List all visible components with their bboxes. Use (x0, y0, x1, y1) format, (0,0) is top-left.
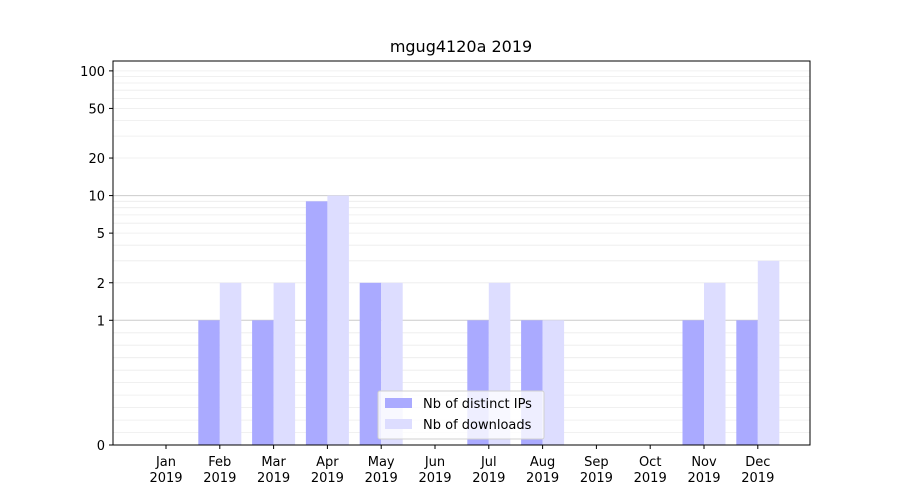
x-tick-label-year: 2019 (257, 471, 290, 486)
x-tick-label-month: Jan (155, 455, 176, 470)
y-tick-label: 5 (97, 227, 105, 242)
x-tick-label-year: 2019 (203, 471, 236, 486)
y-tick-label: 2 (97, 277, 105, 292)
plot-frame (112, 60, 811, 446)
bar-distinct-ips (359, 282, 382, 445)
legend-box (377, 390, 545, 440)
bar-distinct-ips (305, 201, 328, 445)
bar-downloads (542, 320, 565, 445)
bar-downloads (757, 260, 780, 445)
legend-swatch-downloads (385, 419, 412, 429)
x-axis: Jan2019Feb2019Mar2019Apr2019May2019Jun20… (149, 445, 774, 486)
bar-distinct-ips (736, 320, 758, 445)
y-tick-label: 50 (88, 102, 105, 117)
x-tick-label-month: Aug (530, 455, 555, 470)
x-tick-label-year: 2019 (418, 471, 451, 486)
x-tick-label-year: 2019 (741, 471, 774, 486)
x-tick-label-year: 2019 (311, 471, 344, 486)
bar-distinct-ips (198, 320, 220, 445)
x-tick-label-year: 2019 (634, 471, 667, 486)
x-tick-label-month: Apr (316, 455, 339, 470)
x-tick-label-year: 2019 (580, 471, 613, 486)
x-tick-label-year: 2019 (472, 471, 505, 486)
x-tick-label-year: 2019 (687, 471, 720, 486)
bar-downloads (273, 282, 296, 445)
x-tick-label-month: May (368, 455, 395, 470)
x-tick-label-year: 2019 (149, 471, 182, 486)
x-tick-label-month: Nov (691, 455, 717, 470)
y-tick-label: 1 (97, 314, 105, 329)
x-tick-label-month: Jun (424, 455, 445, 470)
legend-label-downloads: Nb of downloads (423, 418, 532, 433)
chart-title: mgug4120a 2019 (390, 37, 532, 56)
y-tick-label: 0 (97, 439, 105, 454)
bar-downloads (219, 282, 242, 445)
x-tick-label-month: Oct (639, 455, 661, 470)
legend-label-distinct-ips: Nb of distinct IPs (423, 397, 532, 412)
bar-distinct-ips (682, 320, 704, 445)
bar-downloads (704, 282, 726, 445)
x-tick-label-month: Mar (261, 455, 286, 470)
x-tick-label-month: Dec (745, 455, 770, 470)
y-axis: 0 1 2 5 10 20 50 100 (80, 65, 113, 454)
y-tick-label: 100 (80, 65, 105, 80)
x-tick-label-year: 2019 (526, 471, 559, 486)
x-tick-label-month: Feb (208, 455, 231, 470)
x-tick-label-month: Jul (480, 455, 497, 470)
legend: Nb of distinct IPs Nb of downloads (377, 390, 545, 440)
y-tick-label: 10 (88, 190, 105, 205)
bar-downloads (327, 195, 349, 445)
x-tick-label-year: 2019 (365, 471, 398, 486)
legend-swatch-distinct-ips (385, 398, 412, 408)
x-tick-label-month: Sep (584, 455, 609, 470)
y-tick-label: 20 (88, 152, 105, 167)
bar-distinct-ips (252, 320, 274, 445)
